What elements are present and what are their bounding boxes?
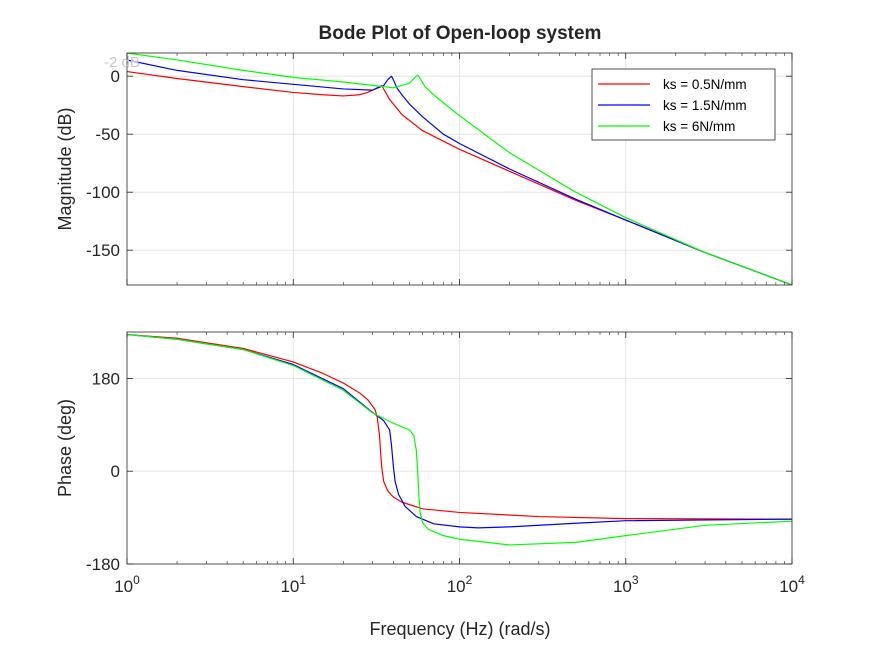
mag-y-tick-label: -150 <box>86 241 120 260</box>
legend-entry: ks = 0.5N/mm <box>663 77 747 92</box>
mag-y-tick-label: 0 <box>111 67 120 86</box>
x-tick-label: 101 <box>280 573 306 596</box>
x-tick-label: 104 <box>779 573 805 596</box>
phase-subplot: 180 0 -180 100 101 102 103 104 Phase (deg) Fre… <box>55 331 805 639</box>
phase-y-axis-label: Phase (deg) <box>55 399 75 497</box>
phase-y-tick-label: -180 <box>86 555 120 574</box>
legend-entry: ks = 1.5N/mm <box>663 98 747 113</box>
legend: ks = 0.5N/mm ks = 1.5N/mm ks = 6N/mm <box>591 68 776 141</box>
phase-series-group <box>127 333 792 546</box>
mag-series-line-3 <box>127 53 792 285</box>
phase-y-tick-label: 0 <box>111 462 120 481</box>
magnitude-ticks <box>126 53 793 285</box>
phase-series-line-3 <box>127 333 792 546</box>
phase-series-line-1 <box>127 333 792 520</box>
legend-entry: ks = 6N/mm <box>663 119 735 134</box>
chart-title: Bode Plot of Open-loop system <box>319 23 602 44</box>
mag-series-line-1 <box>127 70 792 285</box>
x-tick-label: 100 <box>114 573 140 596</box>
phase-series-line-2 <box>127 333 792 529</box>
phase-y-tick-label: 180 <box>92 369 120 388</box>
x-tick-labels: 100 101 102 103 104 <box>114 573 805 596</box>
x-axis-label: Frequency (Hz) (rad/s) <box>369 619 550 639</box>
phase-y-tick-labels: 180 0 -180 <box>86 369 120 574</box>
magnitude-y-tick-labels: 0 -50 -100 -150 <box>86 67 120 260</box>
magnitude-series-group <box>127 53 792 285</box>
mag-y-tick-label: -50 <box>95 125 120 144</box>
x-tick-label: 102 <box>447 573 473 596</box>
magnitude-y-axis-label: Magnitude (dB) <box>55 107 75 230</box>
phase-ticks <box>126 332 793 565</box>
magnitude-overlay-label: -2 dB <box>104 54 140 71</box>
x-tick-label: 103 <box>613 573 639 596</box>
mag-y-tick-label: -100 <box>86 183 120 202</box>
magnitude-subplot: 0 -50 -100 -150 -2 dB Magnitude (dB) ks = 0… <box>55 52 793 286</box>
phase-grid <box>127 332 792 564</box>
mag-series-line-2 <box>127 59 792 285</box>
